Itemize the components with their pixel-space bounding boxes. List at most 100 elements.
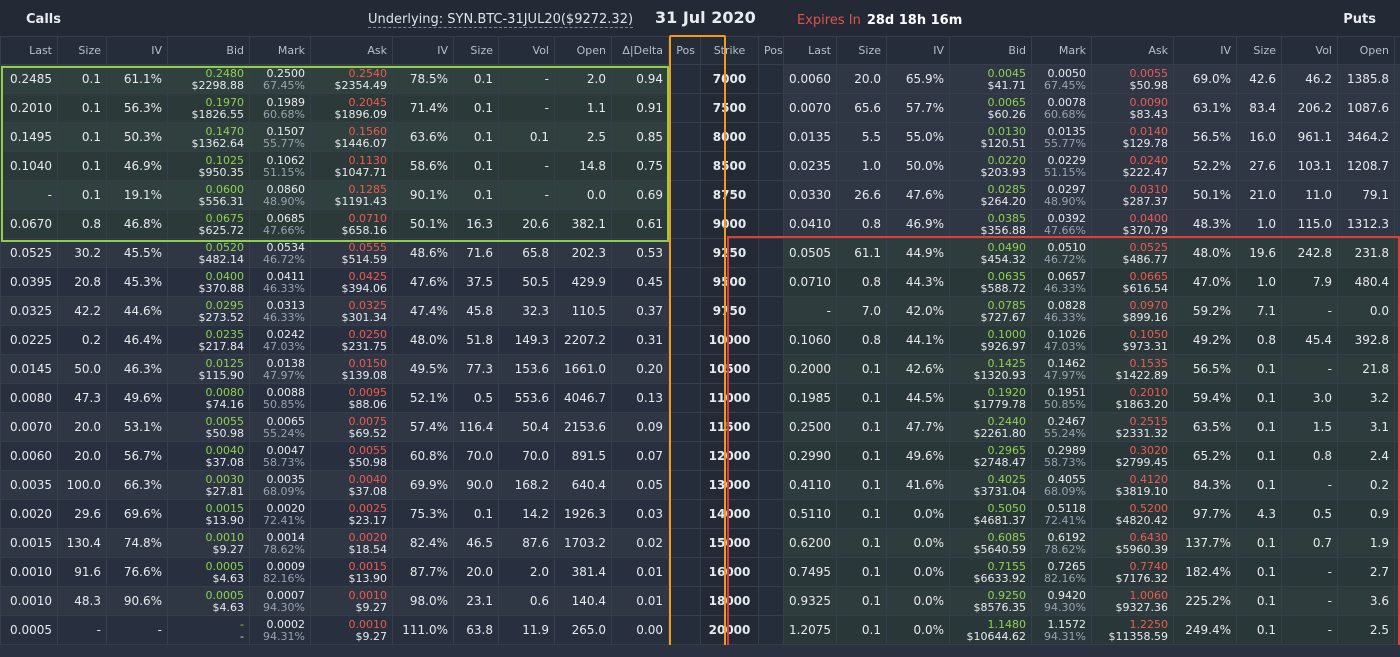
calls-col-header[interactable]: Vol	[498, 36, 555, 65]
chain-row[interactable]: 0.1495 0.1 50.3% 0.1470 $1362.64 0.1507 55.77%…	[0, 122, 1400, 152]
call-ask-cell[interactable]: 0.0710 $658.16	[310, 209, 393, 239]
calls-col-header[interactable]: IV	[392, 36, 454, 65]
call-bid-cell[interactable]: 0.0015 $13.90	[167, 499, 250, 529]
put-bid-cell[interactable]: 0.2965 $2748.47	[949, 441, 1032, 471]
put-bid-cell[interactable]: 0.1000 $926.97	[949, 325, 1032, 355]
call-mark-cell[interactable]: 0.0014 78.62%	[249, 528, 311, 558]
put-ask-cell[interactable]: 0.0970 $899.16	[1091, 296, 1174, 326]
puts-col-header[interactable]: Mark	[1031, 36, 1092, 65]
put-mark-cell[interactable]: 0.4055 68.09%	[1031, 470, 1092, 500]
chain-row[interactable]: 0.0005- - - -0.0002 94.31% 0.0010 $9.27 111.0% 6…	[0, 615, 1400, 645]
put-bid-cell[interactable]: 0.4025 $3731.04	[949, 470, 1032, 500]
put-ask-cell[interactable]: 0.0400 $370.79	[1091, 209, 1174, 239]
call-ask-cell[interactable]: 0.0325 $301.34	[310, 296, 393, 326]
calls-col-header[interactable]: Δ|Delta	[611, 36, 669, 65]
puts-col-header[interactable]: Ask	[1091, 36, 1174, 65]
chain-row[interactable]: 0.0010 48.3 90.6% 0.0005 $4.63 0.0007 94.30% 0.…	[0, 586, 1400, 616]
call-bid-cell[interactable]: 0.1470 $1362.64	[167, 122, 250, 152]
put-mark-cell[interactable]: 0.0392 47.66%	[1031, 209, 1092, 239]
puts-col-header[interactable]: Pos	[758, 36, 784, 65]
strike-col-header[interactable]: Strike	[700, 36, 759, 65]
call-ask-cell[interactable]: 0.0425 $394.06	[310, 267, 393, 297]
call-ask-cell[interactable]: 0.0075 $69.52	[310, 412, 393, 442]
put-ask-cell[interactable]: 0.0665 $616.54	[1091, 267, 1174, 297]
put-bid-cell[interactable]: 0.2440 $2261.80	[949, 412, 1032, 442]
call-mark-cell[interactable]: 0.0685 47.66%	[249, 209, 311, 239]
put-bid-cell[interactable]: 0.0130 $120.51	[949, 122, 1032, 152]
call-mark-cell[interactable]: 0.0313 46.33%	[249, 296, 311, 326]
call-bid-cell[interactable]: 0.1025 $950.35	[167, 151, 250, 181]
put-ask-cell[interactable]: 0.0090 $83.43	[1091, 93, 1174, 123]
chain-row[interactable]: 0.0020 29.6 69.6% 0.0015 $13.90 0.0020 72.41% 0…	[0, 499, 1400, 529]
call-mark-cell[interactable]: 0.0009 82.16%	[249, 557, 311, 587]
chain-row[interactable]: 0.2485 0.1 61.1% 0.2480 $2298.88 0.2500 67.45%…	[0, 64, 1400, 94]
chain-row[interactable]: 0.0145 50.0 46.3% 0.0125 $115.90 0.0138 47.97%…	[0, 354, 1400, 384]
put-bid-cell[interactable]: 0.0785 $727.67	[949, 296, 1032, 326]
call-mark-cell[interactable]: 0.0035 68.09%	[249, 470, 311, 500]
puts-col-header[interactable]: IV	[1173, 36, 1237, 65]
call-bid-cell[interactable]: 0.2480 $2298.88	[167, 64, 250, 94]
call-ask-cell[interactable]: 0.0010 $9.27	[310, 615, 393, 645]
put-bid-cell[interactable]: 0.0045 $41.71	[949, 64, 1032, 94]
chain-row[interactable]: 0.2010 0.1 56.3% 0.1970 $1826.55 0.1989 60.68%…	[0, 93, 1400, 123]
puts-col-header[interactable]: Bid	[949, 36, 1032, 65]
chain-row[interactable]: 0.0035 100.0 66.3% 0.0030 $27.81 0.0035 68.09%…	[0, 470, 1400, 500]
calls-col-header[interactable]: Size	[453, 36, 499, 65]
call-mark-cell[interactable]: 0.2500 67.45%	[249, 64, 311, 94]
call-mark-cell[interactable]: 0.0047 58.73%	[249, 441, 311, 471]
call-mark-cell[interactable]: 0.0534 46.72%	[249, 238, 311, 268]
put-bid-cell[interactable]: 0.0220 $203.93	[949, 151, 1032, 181]
call-ask-cell[interactable]: 0.0150 $139.08	[310, 354, 393, 384]
chain-row[interactable]: 0.0080 47.3 49.6% 0.0080 $74.16 0.0088 50.85% 0…	[0, 383, 1400, 413]
put-ask-cell[interactable]: 0.3020 $2799.45	[1091, 441, 1174, 471]
call-mark-cell[interactable]: 0.0088 50.85%	[249, 383, 311, 413]
calls-col-header[interactable]: Pos	[668, 36, 701, 65]
call-mark-cell[interactable]: 0.0138 47.97%	[249, 354, 311, 384]
chain-row[interactable]: 0.0010 91.6 76.6% 0.0005 $4.63 0.0009 82.16% 0.…	[0, 557, 1400, 587]
put-mark-cell[interactable]: 0.0050 67.45%	[1031, 64, 1092, 94]
put-mark-cell[interactable]: 0.0229 51.15%	[1031, 151, 1092, 181]
bottom-scroll-strip[interactable]	[0, 645, 1400, 657]
call-mark-cell[interactable]: 0.0860 48.90%	[249, 180, 311, 210]
call-ask-cell[interactable]: 0.0055 $50.98	[310, 441, 393, 471]
puts-col-header[interactable]: Open	[1337, 36, 1395, 65]
chain-row[interactable]: 0.0015 130.4 74.8% 0.0010 $9.27 0.0014 78.62% 0…	[0, 528, 1400, 558]
chain-row[interactable]: 0.1040 0.1 46.9% 0.1025 $950.35 0.1062 51.15% 0…	[0, 151, 1400, 181]
put-ask-cell[interactable]: 0.4120 $3819.10	[1091, 470, 1174, 500]
chain-row[interactable]: 0.0225 0.2 46.4% 0.0235 $217.84 0.0242 47.03% 0…	[0, 325, 1400, 355]
put-ask-cell[interactable]: 0.0055 $50.98	[1091, 64, 1174, 94]
put-ask-cell[interactable]: 0.2010 $1863.20	[1091, 383, 1174, 413]
chain-row[interactable]: 0.0395 20.8 45.3% 0.0400 $370.88 0.0411 46.33%…	[0, 267, 1400, 297]
put-mark-cell[interactable]: 0.1951 50.85%	[1031, 383, 1092, 413]
call-mark-cell[interactable]: 0.0002 94.31%	[249, 615, 311, 645]
put-mark-cell[interactable]: 0.1462 47.97%	[1031, 354, 1092, 384]
calls-col-header[interactable]: Ask	[310, 36, 393, 65]
put-ask-cell[interactable]: 0.5200 $4820.42	[1091, 499, 1174, 529]
puts-col-header[interactable]: Δ|Delta	[1394, 36, 1400, 65]
calls-col-header[interactable]: Last	[0, 36, 58, 65]
chain-row[interactable]: -0.1 19.1% 0.0600 $556.31 0.0860 48.90% 0.1285…	[0, 180, 1400, 210]
call-bid-cell[interactable]: 0.0005 $4.63	[167, 557, 250, 587]
put-ask-cell[interactable]: 0.0525 $486.77	[1091, 238, 1174, 268]
put-ask-cell[interactable]: 1.2250 $11358.59	[1091, 615, 1174, 645]
put-ask-cell[interactable]: 0.1535 $1422.89	[1091, 354, 1174, 384]
put-bid-cell[interactable]: 0.5050 $4681.37	[949, 499, 1032, 529]
call-ask-cell[interactable]: 0.1130 $1047.71	[310, 151, 393, 181]
call-bid-cell[interactable]: 0.0055 $50.98	[167, 412, 250, 442]
put-bid-cell[interactable]: 0.0635 $588.72	[949, 267, 1032, 297]
call-ask-cell[interactable]: 0.0015 $13.90	[310, 557, 393, 587]
put-bid-cell[interactable]: 0.6085 $5640.59	[949, 528, 1032, 558]
call-bid-cell[interactable]: 0.0010 $9.27	[167, 528, 250, 558]
puts-col-header[interactable]: Size	[836, 36, 887, 65]
put-ask-cell[interactable]: 0.2515 $2331.32	[1091, 412, 1174, 442]
put-mark-cell[interactable]: 0.0135 55.77%	[1031, 122, 1092, 152]
put-mark-cell[interactable]: 0.9420 94.30%	[1031, 586, 1092, 616]
put-bid-cell[interactable]: 0.0385 $356.88	[949, 209, 1032, 239]
calls-col-header[interactable]: Size	[57, 36, 107, 65]
calls-col-header[interactable]: IV	[106, 36, 168, 65]
chain-row[interactable]: 0.0070 20.0 53.1% 0.0055 $50.98 0.0065 55.24% 0…	[0, 412, 1400, 442]
call-mark-cell[interactable]: 0.0065 55.24%	[249, 412, 311, 442]
put-mark-cell[interactable]: 0.2467 55.24%	[1031, 412, 1092, 442]
underlying-link[interactable]: Underlying: SYN.BTC-31JUL20($9272.32)	[368, 12, 634, 28]
call-bid-cell[interactable]: 0.0235 $217.84	[167, 325, 250, 355]
